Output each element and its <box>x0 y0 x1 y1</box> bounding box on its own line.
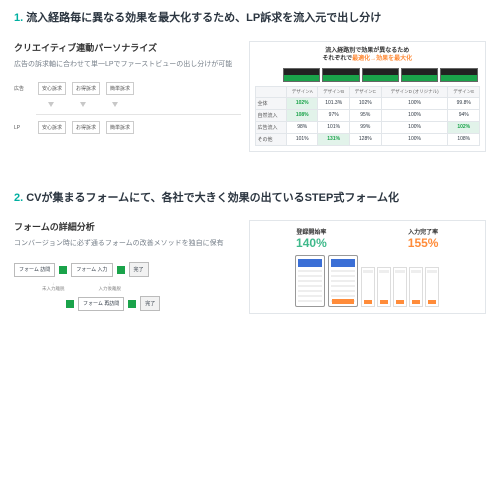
section-2: 2.CVが集まるフォームにて、各社で大きく効果の出ているSTEP式フォーム化 フ… <box>14 190 486 315</box>
diag-box: 安心訴求 <box>38 82 66 95</box>
step-card <box>377 267 391 307</box>
table-cell: 100% <box>381 97 448 109</box>
flow-box: フォーム 訪問 <box>14 263 55 277</box>
table-cell: 108% <box>287 109 318 121</box>
diag-row1-label: 広告 <box>14 85 32 92</box>
s2-desc: コンバージョン時に必ず通るフォームの改善メソッドを独自に保有 <box>14 239 241 250</box>
flow-end: 完了 <box>140 296 160 311</box>
form-flow-diagram: フォーム 訪問 フォーム 入力 完了 未入力離脱 入力後離脱 フォーム 再訪問 … <box>14 262 241 311</box>
table-cell: 101% <box>318 121 349 133</box>
row-header: 自然流入 <box>255 109 286 121</box>
step-form-mock: 登録開始率 140% 入力完了率 155% <box>249 220 486 314</box>
table-row: 広告流入98%101%99%100%102% <box>255 121 479 133</box>
effect-table: デザインA デザインB デザインC デザインD (オリジナル) デザインE 全体… <box>255 86 480 146</box>
s1-subtitle: クリエイティブ連動パーソナライズ <box>14 41 241 54</box>
table-row: 自然流入108%97%95%100%94% <box>255 109 479 121</box>
flow-end: 完了 <box>129 262 149 277</box>
step-card <box>409 267 423 307</box>
table-cell: 100% <box>381 121 448 133</box>
flow-node-icon <box>128 300 136 308</box>
section-2-title: 2.CVが集まるフォームにて、各社で大きく効果の出ているSTEP式フォーム化 <box>14 190 486 207</box>
table-cell: 101.3% <box>318 97 349 109</box>
table-cell: 97% <box>318 109 349 121</box>
section-1-title-text: 流入経路毎に異なる効果を最大化するため、LP訴求を流入元で出し分け <box>26 12 381 24</box>
flow-node-icon <box>117 266 125 274</box>
diag-box: 簡単訴求 <box>106 121 134 134</box>
kpi-complete-rate: 入力完了率 155% <box>408 227 439 250</box>
table-cell: 94% <box>448 109 480 121</box>
row-header: その他 <box>255 133 286 145</box>
table-cell: 102% <box>349 97 381 109</box>
section-1-number: 1. <box>14 12 23 24</box>
row-header: 広告流入 <box>255 121 286 133</box>
table-cell: 100% <box>381 133 448 145</box>
diag-row2-label: LP <box>14 125 32 131</box>
thumb-a <box>283 68 320 82</box>
thumb-d <box>401 68 438 82</box>
flow-box: フォーム 入力 <box>71 263 112 277</box>
table-cell: 108% <box>448 133 480 145</box>
table-cell: 99% <box>349 121 381 133</box>
step-card <box>393 267 407 307</box>
thumb-c <box>362 68 399 82</box>
phone-mock-after <box>328 255 358 307</box>
diag-arrows <box>38 100 241 108</box>
diag-box: お得訴求 <box>72 82 100 95</box>
table-header-row: デザインA デザインB デザインC デザインD (オリジナル) デザインE <box>255 86 479 97</box>
section-2-left: フォームの詳細分析 コンバージョン時に必ず通るフォームの改善メソッドを独自に保有… <box>14 220 241 315</box>
diag-box: 簡単訴求 <box>106 82 134 95</box>
section-2-number: 2. <box>14 192 23 204</box>
table-cell: 131% <box>318 133 349 145</box>
table-row: その他101%131%128%100%108% <box>255 133 479 145</box>
table-cell: 101% <box>287 133 318 145</box>
section-2-right: 登録開始率 140% 入力完了率 155% <box>249 220 486 314</box>
row-header: 全体 <box>255 97 286 109</box>
section-2-title-text: CVが集まるフォームにて、各社で大きく効果の出ているSTEP式フォーム化 <box>26 192 399 204</box>
table-row: 全体102%101.3%102%100%99.8% <box>255 97 479 109</box>
table-cell: 95% <box>349 109 381 121</box>
mock-screens <box>256 255 479 307</box>
creative-diagram: 広告 安心訴求 お得訴求 簡単訴求 LP 安心訴求 お得訴求 簡単訴求 <box>14 82 241 134</box>
section-1: 1.流入経路毎に異なる効果を最大化するため、LP訴求を流入元で出し分け クリエイ… <box>14 10 486 152</box>
table-cell: 99.8% <box>448 97 480 109</box>
phone-mock-before <box>295 255 325 307</box>
kpi-start-rate: 登録開始率 140% <box>296 227 327 250</box>
table-cell: 128% <box>349 133 381 145</box>
table-cell: 102% <box>287 97 318 109</box>
flow-node-icon <box>59 266 67 274</box>
table-heading: 流入経路別で効果が異なるため それぞれで最適化→効果を最大化 <box>255 47 480 64</box>
thumb-e <box>440 68 477 82</box>
flow-box: フォーム 再訪問 <box>78 297 124 311</box>
s1-desc: 広告の訴求軸に合わせて単一LPでファーストビューの出し分けが可能 <box>14 60 241 71</box>
step-card <box>361 267 375 307</box>
step-card <box>425 267 439 307</box>
design-thumbnails <box>283 68 478 82</box>
diag-box: 安心訴求 <box>38 121 66 134</box>
flow-labels: 未入力離脱 入力後離脱 <box>42 281 241 292</box>
table-cell: 98% <box>287 121 318 133</box>
table-cell: 102% <box>448 121 480 133</box>
section-1-right: 流入経路別で効果が異なるため それぞれで最適化→効果を最大化 デザインA デザイ… <box>249 41 486 152</box>
section-1-title: 1.流入経路毎に異なる効果を最大化するため、LP訴求を流入元で出し分け <box>14 10 486 27</box>
flow-node-icon <box>66 300 74 308</box>
thumb-b <box>322 68 359 82</box>
diag-box: お得訴求 <box>72 121 100 134</box>
s2-subtitle: フォームの詳細分析 <box>14 220 241 233</box>
table-cell: 100% <box>381 109 448 121</box>
section-1-left: クリエイティブ連動パーソナライズ 広告の訴求軸に合わせて単一LPでファーストビュ… <box>14 41 241 140</box>
effect-table-panel: 流入経路別で効果が異なるため それぞれで最適化→効果を最大化 デザインA デザイ… <box>249 41 486 152</box>
